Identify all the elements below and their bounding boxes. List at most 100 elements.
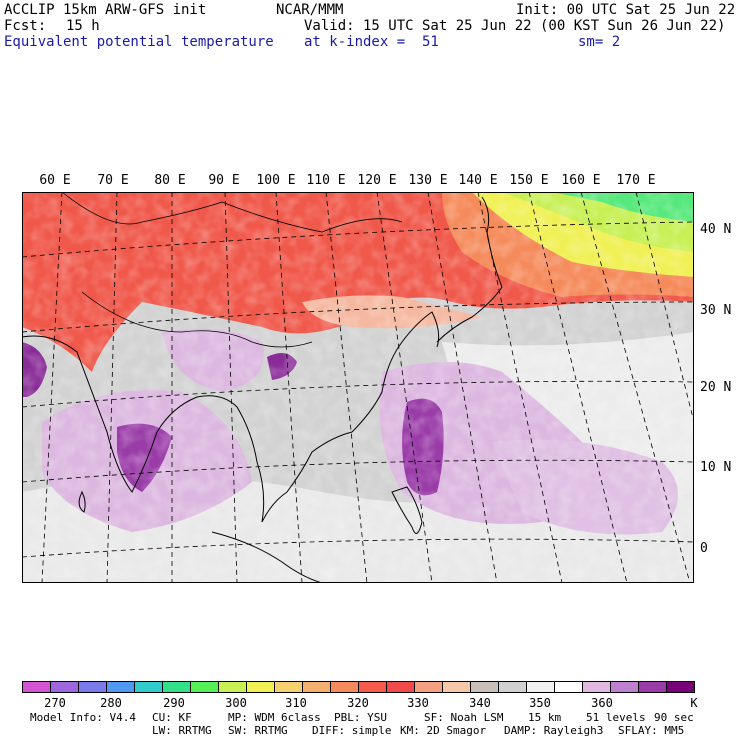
colorbar-tick: 320 — [347, 696, 369, 710]
footer-km: KM: 2D Smagor — [400, 724, 487, 737]
graticule-lon-100 — [275, 192, 303, 583]
coastline-philippines — [391, 486, 423, 534]
colorbar-swatch — [667, 682, 694, 692]
graticule-lat-40 — [22, 221, 694, 258]
footer-cu: CU: KF — [152, 711, 192, 724]
fcst-value: 15 h — [66, 18, 100, 34]
colorbar-tick: 310 — [285, 696, 307, 710]
theta-e-map — [22, 192, 694, 583]
colorbar-swatch — [51, 682, 79, 692]
lon-label: 140 E — [458, 173, 498, 188]
smooth-label: sm= 2 — [578, 34, 621, 50]
colorbar — [22, 681, 695, 693]
colorbar-swatch — [415, 682, 443, 692]
lon-label: 90 E — [208, 173, 240, 188]
colorbar-tick: 270 — [44, 696, 66, 710]
colorbar-swatch — [331, 682, 359, 692]
lon-label: 110 E — [306, 173, 346, 188]
lon-label: 60 E — [39, 173, 71, 188]
colorbar-tick: 360 — [591, 696, 613, 710]
colorbar-swatch — [555, 682, 583, 692]
lon-label: 120 E — [357, 173, 397, 188]
colorbar-swatch — [611, 682, 639, 692]
colorbar-swatch — [163, 682, 191, 692]
colorbar-swatch — [443, 682, 471, 692]
colorbar-swatch — [219, 682, 247, 692]
footer-model-info: Model Info: V4.4 — [30, 711, 136, 724]
coastline-srilanka — [78, 490, 86, 513]
valid-time: Valid: 15 UTC Sat 25 Jun 22 (00 KST Sun … — [304, 18, 726, 34]
footer-mp: MP: WDM 6class — [228, 711, 321, 724]
footer-sw: SW: RRTMG — [228, 724, 288, 737]
colorbar-tick: 290 — [163, 696, 185, 710]
colorbar-swatch — [471, 682, 499, 692]
graticule-lat-0 — [22, 538, 694, 558]
colorbar-swatch — [303, 682, 331, 692]
colorbar-swatch — [23, 682, 51, 692]
graticule-lon-70 — [106, 192, 118, 583]
footer-sf: SF: Noah LSM — [424, 711, 504, 724]
coastline-japan — [436, 196, 503, 343]
init-time: Init: 00 UTC Sat 25 Jun 22 — [516, 2, 736, 18]
lon-label: 100 E — [256, 173, 296, 188]
coastline-mainland — [22, 311, 440, 523]
footer-resolution: 15 km — [528, 711, 562, 724]
colorbar-swatch — [527, 682, 555, 692]
footer-damp: DAMP: Rayleigh3 — [504, 724, 604, 737]
lat-label: 20 N — [700, 380, 732, 395]
colorbar-swatch — [275, 682, 303, 692]
graticule-lon-160 — [580, 192, 691, 583]
colorbar-swatch — [135, 682, 163, 692]
footer-diff: DIFF: simple — [312, 724, 392, 737]
graticule-lat-30 — [22, 301, 694, 333]
footer-timestep: 90 sec — [654, 711, 694, 724]
colorbar-swatch — [639, 682, 667, 692]
lat-label: 10 N — [700, 460, 732, 475]
colorbar-swatch — [247, 682, 275, 692]
graticule-lon-140 — [477, 192, 563, 583]
lat-label: 30 N — [700, 303, 732, 318]
colorbar-tick: 330 — [407, 696, 429, 710]
level-label: at k-index = 51 — [304, 34, 439, 50]
model-title: ACCLIP 15km ARW-GFS init — [4, 2, 207, 18]
lon-label: 80 E — [154, 173, 186, 188]
colorbar-swatch — [583, 682, 611, 692]
graticule-lon-130 — [427, 192, 498, 583]
footer-levels: 51 levels — [586, 711, 646, 724]
colorbar-swatch — [359, 682, 387, 692]
map-frame — [22, 192, 694, 583]
border-north — [61, 192, 403, 233]
colorbar-tick: 280 — [100, 696, 122, 710]
graticule-lon-110 — [325, 192, 368, 583]
graticule-lat-10 — [22, 459, 694, 483]
colorbar-swatch — [79, 682, 107, 692]
graticule-lon-150 — [528, 192, 628, 583]
lon-label: 150 E — [509, 173, 549, 188]
graticule-lon-120 — [376, 192, 433, 583]
lon-label: 70 E — [97, 173, 129, 188]
lon-label: 130 E — [408, 173, 448, 188]
org-label: NCAR/MMM — [276, 2, 344, 18]
border-south-asia — [81, 291, 313, 348]
colorbar-tick: 300 — [225, 696, 247, 710]
lat-label: 0 — [700, 541, 708, 556]
graticule-lon-60 — [41, 192, 63, 583]
fcst-label: Fcst: — [4, 18, 47, 34]
field-texture — [22, 192, 694, 583]
colorbar-swatch — [499, 682, 527, 692]
colorbar-swatch — [107, 682, 135, 692]
field-name: Equivalent potential temperature — [4, 34, 274, 50]
colorbar-swatch — [191, 682, 219, 692]
coastline-sumatra — [211, 531, 323, 583]
lat-label: 40 N — [700, 222, 732, 237]
footer-lw: LW: RRTMG — [152, 724, 212, 737]
graticule-lat-20 — [22, 380, 694, 408]
lon-label: 170 E — [616, 173, 656, 188]
colorbar-tick: 340 — [469, 696, 491, 710]
footer-pbl: PBL: YSU — [334, 711, 387, 724]
colorbar-unit: K — [690, 696, 698, 710]
colorbar-swatch — [387, 682, 415, 692]
graticule-lon-90 — [224, 192, 238, 583]
footer-sflay: SFLAY: MM5 — [618, 724, 685, 737]
lon-label: 160 E — [561, 173, 601, 188]
